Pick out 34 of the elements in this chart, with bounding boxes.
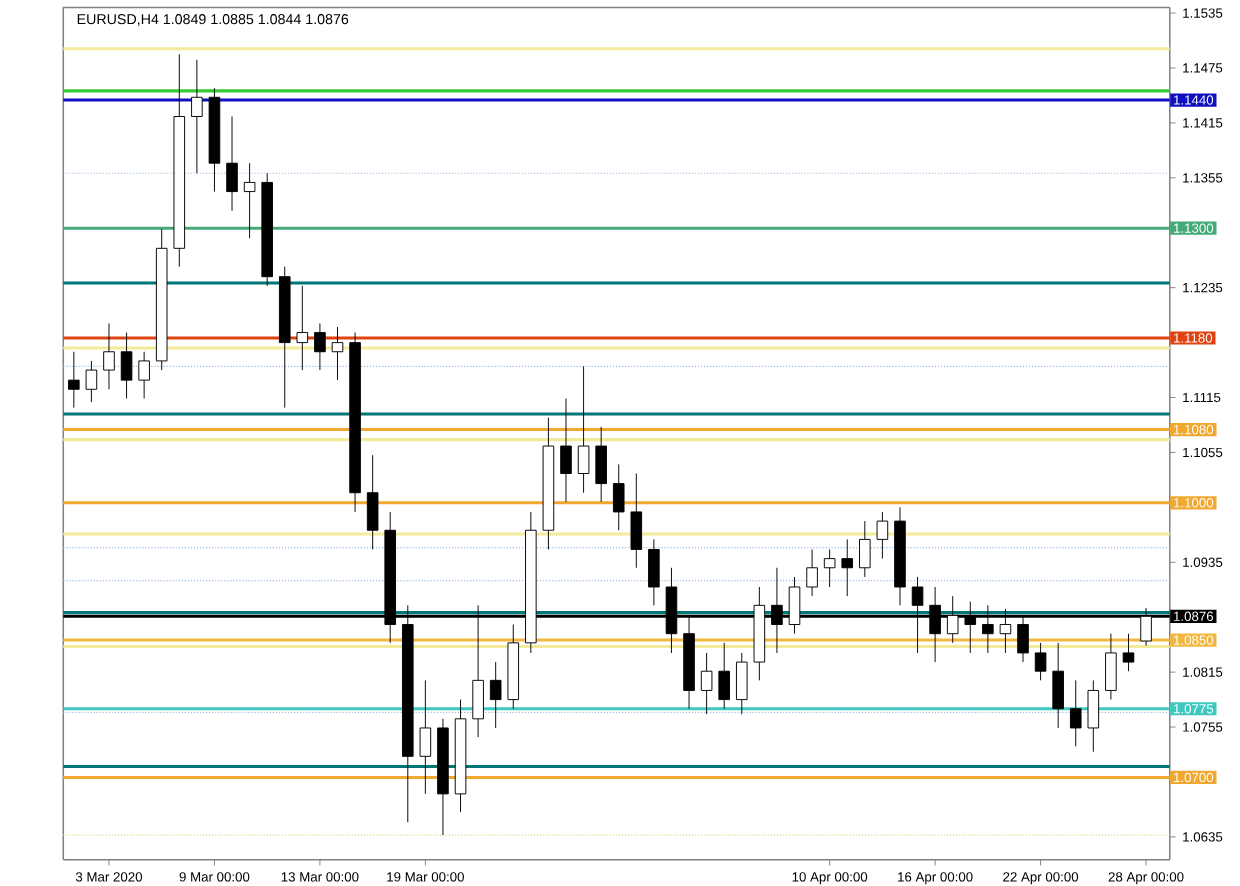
- candlestick: [1105, 633, 1117, 700]
- candlestick: [560, 397, 572, 503]
- candlestick: [331, 326, 344, 381]
- candlestick: [595, 426, 607, 503]
- candlestick: [612, 463, 625, 531]
- candlestick: [366, 454, 379, 550]
- candlestick: [700, 652, 713, 715]
- candlestick: [489, 661, 502, 729]
- candlestick: [243, 162, 256, 239]
- candlestick: [1034, 642, 1047, 681]
- candlestick: [841, 538, 854, 597]
- candlestick: [630, 472, 643, 569]
- candlestick: [68, 351, 80, 408]
- candlestick: [103, 322, 115, 390]
- candlestick: [1122, 633, 1135, 672]
- candlestick: [735, 652, 748, 715]
- candlestick: [226, 115, 238, 212]
- candlestick: [1087, 679, 1100, 753]
- candlestick: [191, 59, 203, 174]
- candlestick: [577, 365, 590, 494]
- candlestick: [120, 331, 133, 399]
- candlestick: [314, 322, 326, 371]
- candlestick: [419, 679, 432, 795]
- candlestick: [876, 511, 889, 559]
- candlestick: [648, 538, 660, 606]
- candlestick: [859, 520, 871, 578]
- candlestick: [1069, 679, 1082, 747]
- candlestick: [806, 548, 818, 597]
- candlestick: [296, 285, 309, 371]
- candlestick: [718, 642, 730, 710]
- candlestick: [1052, 642, 1064, 729]
- candlestick: [823, 548, 836, 588]
- candlestick: [138, 351, 150, 399]
- candlestick: [85, 360, 98, 403]
